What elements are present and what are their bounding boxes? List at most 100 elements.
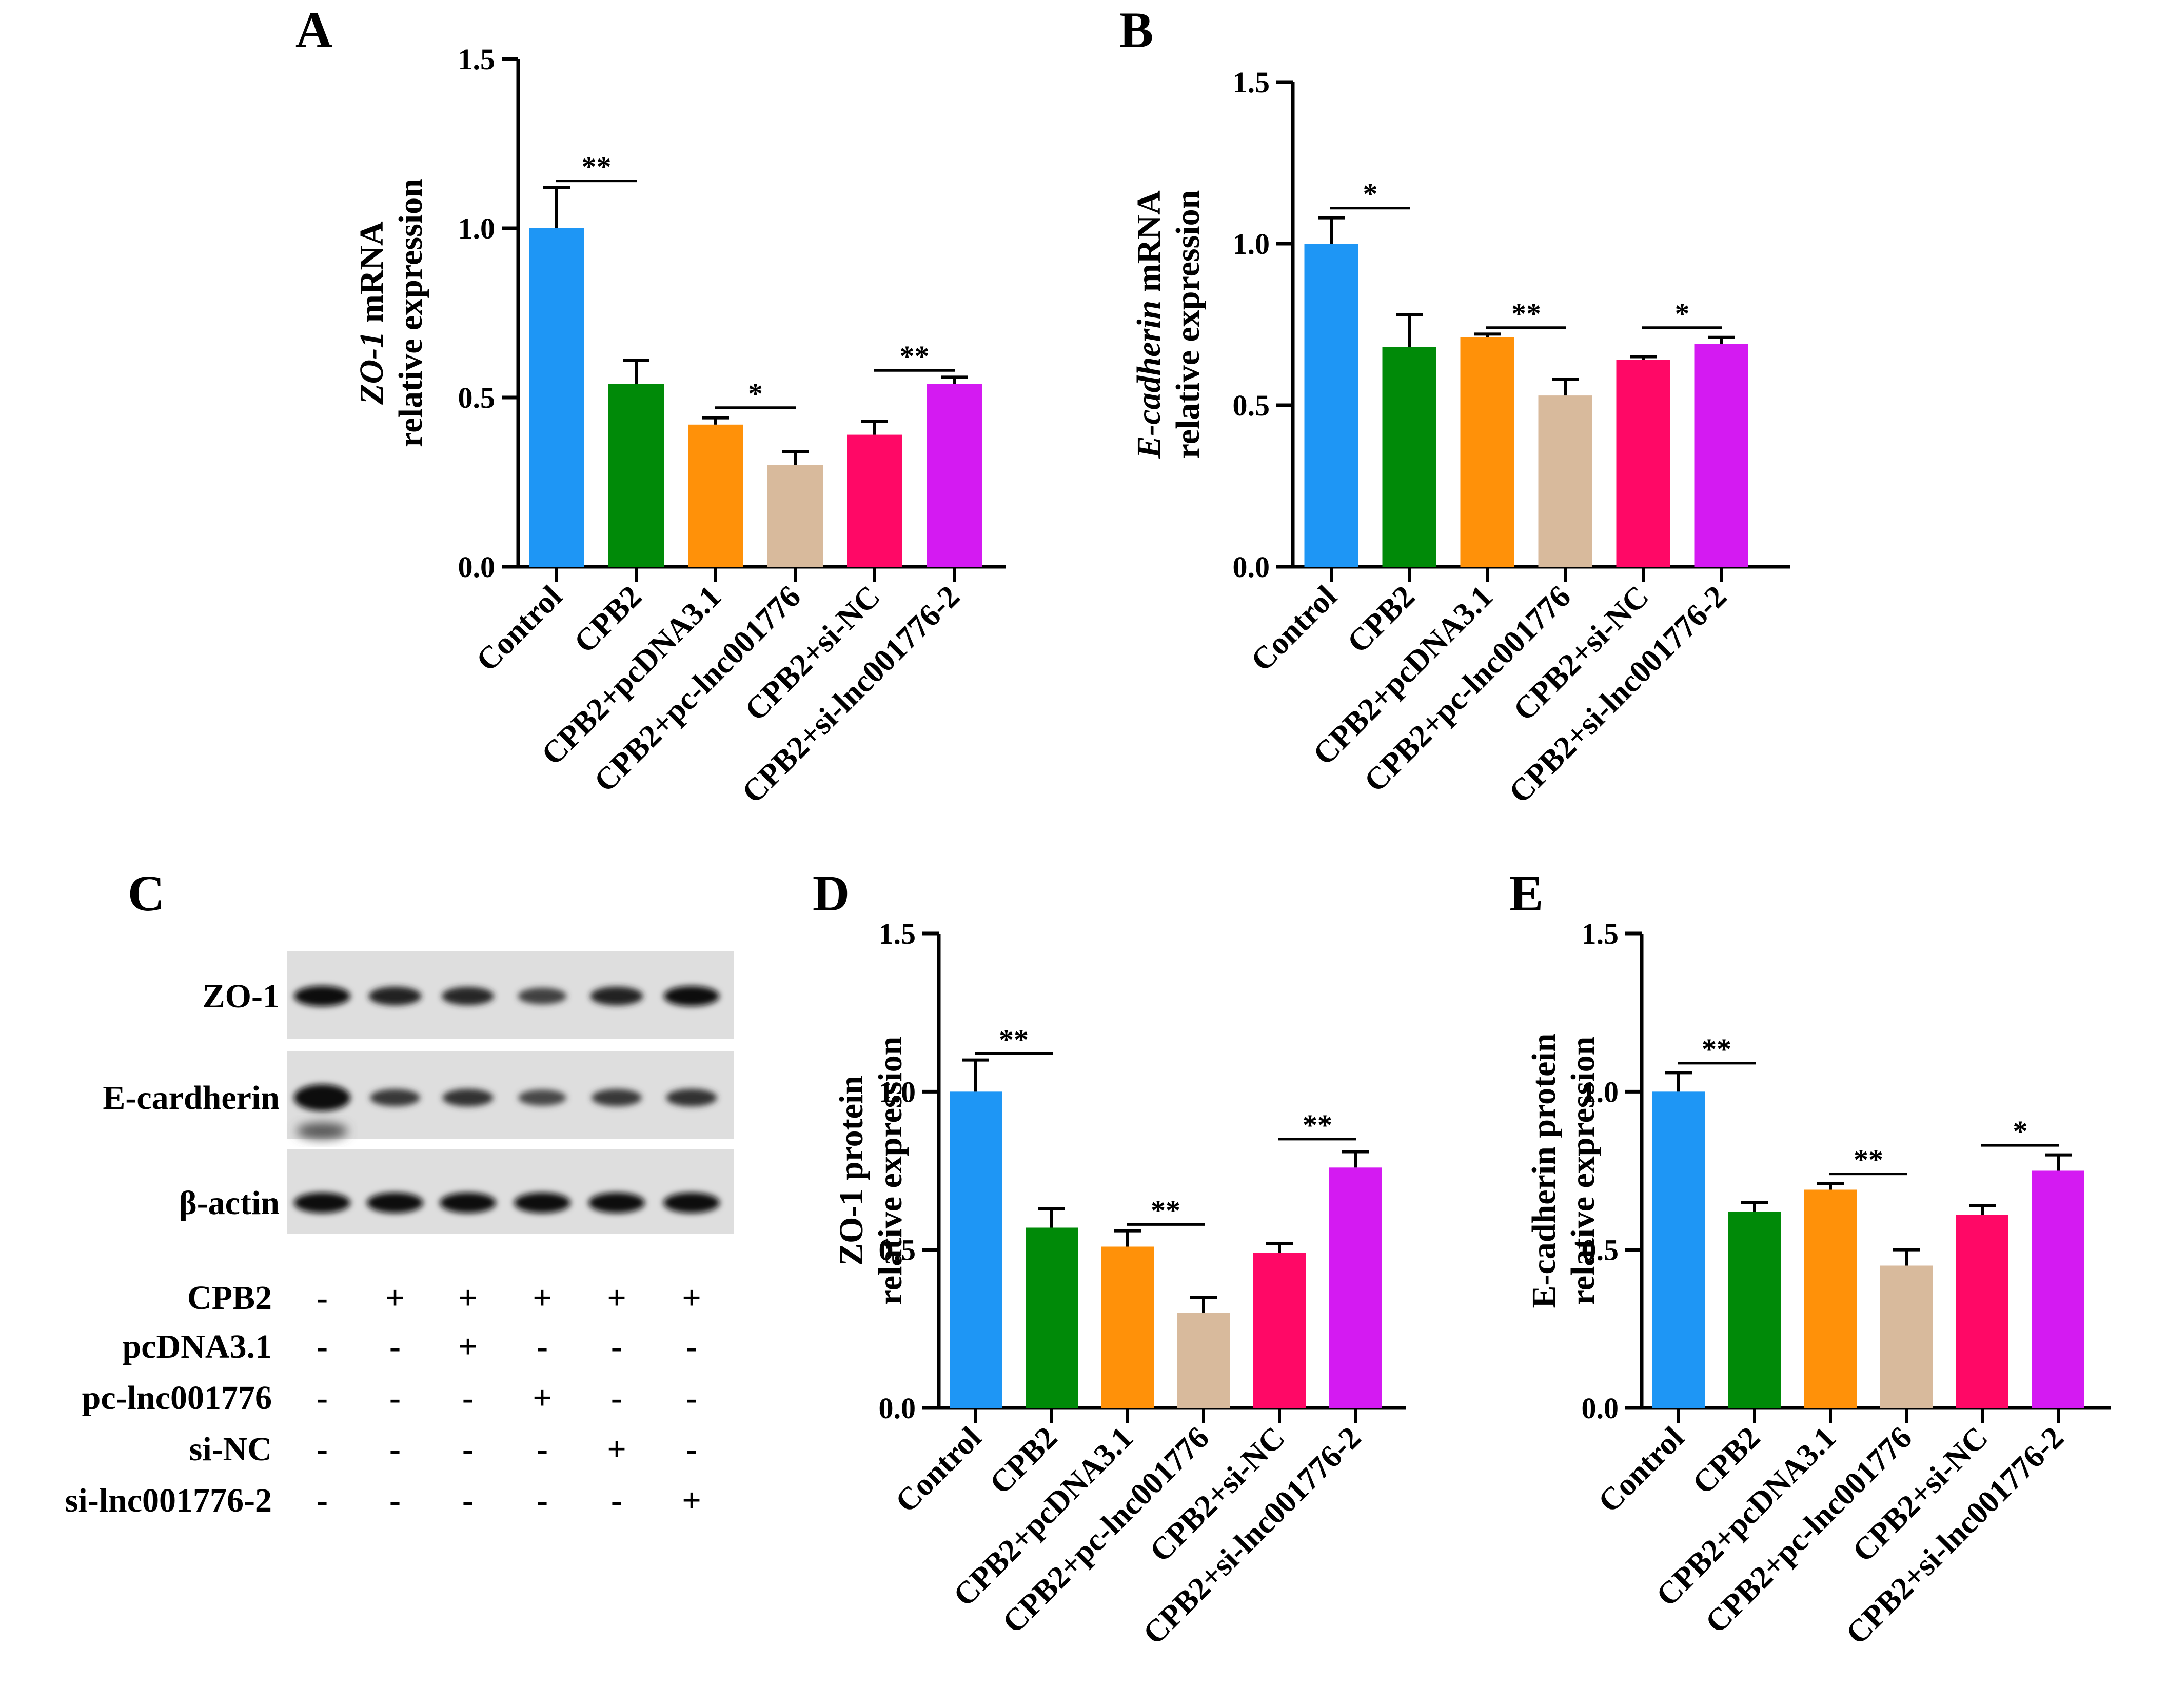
blot-band: [294, 1193, 350, 1213]
bar: [1652, 1091, 1705, 1408]
blot-membrane: [287, 1051, 734, 1139]
condition-sign: -: [317, 1328, 328, 1365]
y-axis-label-line: relative expression: [872, 1037, 909, 1305]
bar: [1880, 1265, 1933, 1408]
condition-label: si-lnc001776-2: [65, 1482, 272, 1519]
y-axis-label-line: relative expression: [1169, 190, 1207, 459]
condition-sign: -: [317, 1482, 328, 1519]
y-tick-label: 0.0: [879, 1392, 916, 1425]
y-axis-label-line: E-cadherin mRNA: [1130, 190, 1168, 459]
blot-membrane: [287, 1149, 734, 1234]
condition-sign: +: [533, 1379, 552, 1417]
blot-row-label: β-actin: [179, 1184, 280, 1222]
y-axis-label-part: E-cadherin protein: [1525, 1034, 1563, 1308]
condition-sign: -: [317, 1379, 328, 1417]
condition-sign: -: [686, 1431, 697, 1468]
y-axis-label-part: relative expression: [392, 178, 429, 447]
significance-label: **: [999, 1023, 1029, 1056]
y-axis-label-line: relative expression: [392, 178, 429, 447]
significance-label: **: [1702, 1032, 1731, 1066]
chart-panel-b: B 0.0 0.5 1.0 1.5 E-cadherin mRNA relative exp…: [1119, 2, 1790, 810]
y-tick-label: 0.5: [1233, 389, 1270, 422]
bar: [1694, 344, 1748, 567]
bar: [1382, 347, 1436, 567]
blot-band: [663, 986, 720, 1006]
panel-label: D: [813, 865, 850, 922]
condition-sign: -: [389, 1482, 401, 1519]
blot-band: [294, 986, 350, 1006]
bar: [529, 228, 584, 567]
y-tick-label: 0.5: [879, 1234, 916, 1267]
y-axis-label-part: E-cadherin: [1130, 301, 1168, 459]
panel-label: B: [1119, 2, 1154, 58]
bar: [847, 434, 902, 567]
y-tick-label: 1.0: [1582, 1075, 1619, 1108]
condition-sign: -: [686, 1379, 697, 1417]
bar: [1026, 1227, 1078, 1408]
y-tick-label: 0.0: [1233, 550, 1270, 584]
bar: [1956, 1215, 2008, 1408]
condition-sign: -: [317, 1279, 328, 1317]
condition-label: pc-lnc001776: [82, 1379, 272, 1417]
blot-row-label: E-cardherin: [103, 1079, 280, 1117]
y-tick-label: 1.0: [1233, 227, 1270, 261]
y-axis-label-part: ZO-1 protein: [833, 1076, 870, 1266]
y-axis-label: ZO-1 mRNA relative expression: [353, 178, 429, 447]
bar: [2032, 1170, 2084, 1408]
condition-sign: -: [462, 1482, 474, 1519]
blot-membrane: [287, 951, 734, 1039]
condition-sign: -: [462, 1379, 474, 1417]
y-tick-label: 0.5: [458, 381, 496, 414]
condition-sign: -: [686, 1328, 697, 1365]
condition-sign: +: [533, 1279, 552, 1317]
y-axis-label-part: mRNA: [353, 221, 390, 331]
y-tick-label: 1.5: [458, 43, 496, 76]
condition-sign: -: [389, 1328, 401, 1365]
y-tick-label: 1.5: [879, 917, 916, 950]
bar: [1304, 244, 1358, 567]
y-tick-label: 1.0: [458, 212, 496, 245]
condition-sign: +: [458, 1279, 478, 1317]
bar: [1728, 1212, 1781, 1408]
y-tick-label: 1.0: [879, 1075, 916, 1108]
y-axis-label-part: ZO-1: [353, 331, 390, 405]
bar: [688, 424, 743, 567]
blot-band: [442, 987, 494, 1005]
blot-band: [370, 1089, 420, 1106]
condition-sign: -: [611, 1328, 622, 1365]
chart-panel-e: E 0.0 0.5 1.0 1.5 E-cadherin protein relative …: [1509, 865, 2111, 1651]
y-axis-label: E-cadherin protein relative expression: [1525, 1034, 1602, 1308]
x-tick-label: Control: [889, 1420, 988, 1519]
significance-label: **: [1854, 1143, 1883, 1177]
blot-band: [663, 1193, 720, 1213]
x-tick-label: Control: [469, 579, 568, 678]
significance-label: *: [2013, 1115, 2028, 1148]
blot-band: [518, 1089, 566, 1106]
condition-sign: +: [682, 1279, 701, 1317]
bar: [927, 384, 982, 567]
bar: [1253, 1253, 1306, 1408]
blot-band: [368, 986, 422, 1006]
bar: [1538, 395, 1592, 567]
significance-label: **: [1151, 1194, 1180, 1227]
blot-band: [590, 986, 643, 1006]
condition-sign: -: [611, 1482, 622, 1519]
blot-band: [367, 1193, 423, 1213]
condition-label: pcDNA3.1: [123, 1328, 272, 1365]
y-axis-label: E-cadherin mRNA relative expression: [1130, 190, 1207, 459]
panel-label: E: [1509, 865, 1544, 922]
bar: [608, 384, 664, 567]
bar: [1804, 1189, 1857, 1408]
y-axis-label-part: relative expression: [1564, 1037, 1602, 1305]
y-tick-label: 1.5: [1233, 66, 1270, 99]
condition-label: CPB2: [187, 1279, 272, 1317]
condition-sign: +: [607, 1279, 626, 1317]
condition-sign: -: [537, 1328, 548, 1365]
significance-label: *: [1675, 297, 1690, 330]
x-tick-label: Control: [1244, 579, 1343, 678]
condition-sign: +: [682, 1482, 701, 1519]
bar: [1616, 360, 1670, 567]
bar: [950, 1091, 1002, 1408]
bar: [1101, 1246, 1154, 1408]
